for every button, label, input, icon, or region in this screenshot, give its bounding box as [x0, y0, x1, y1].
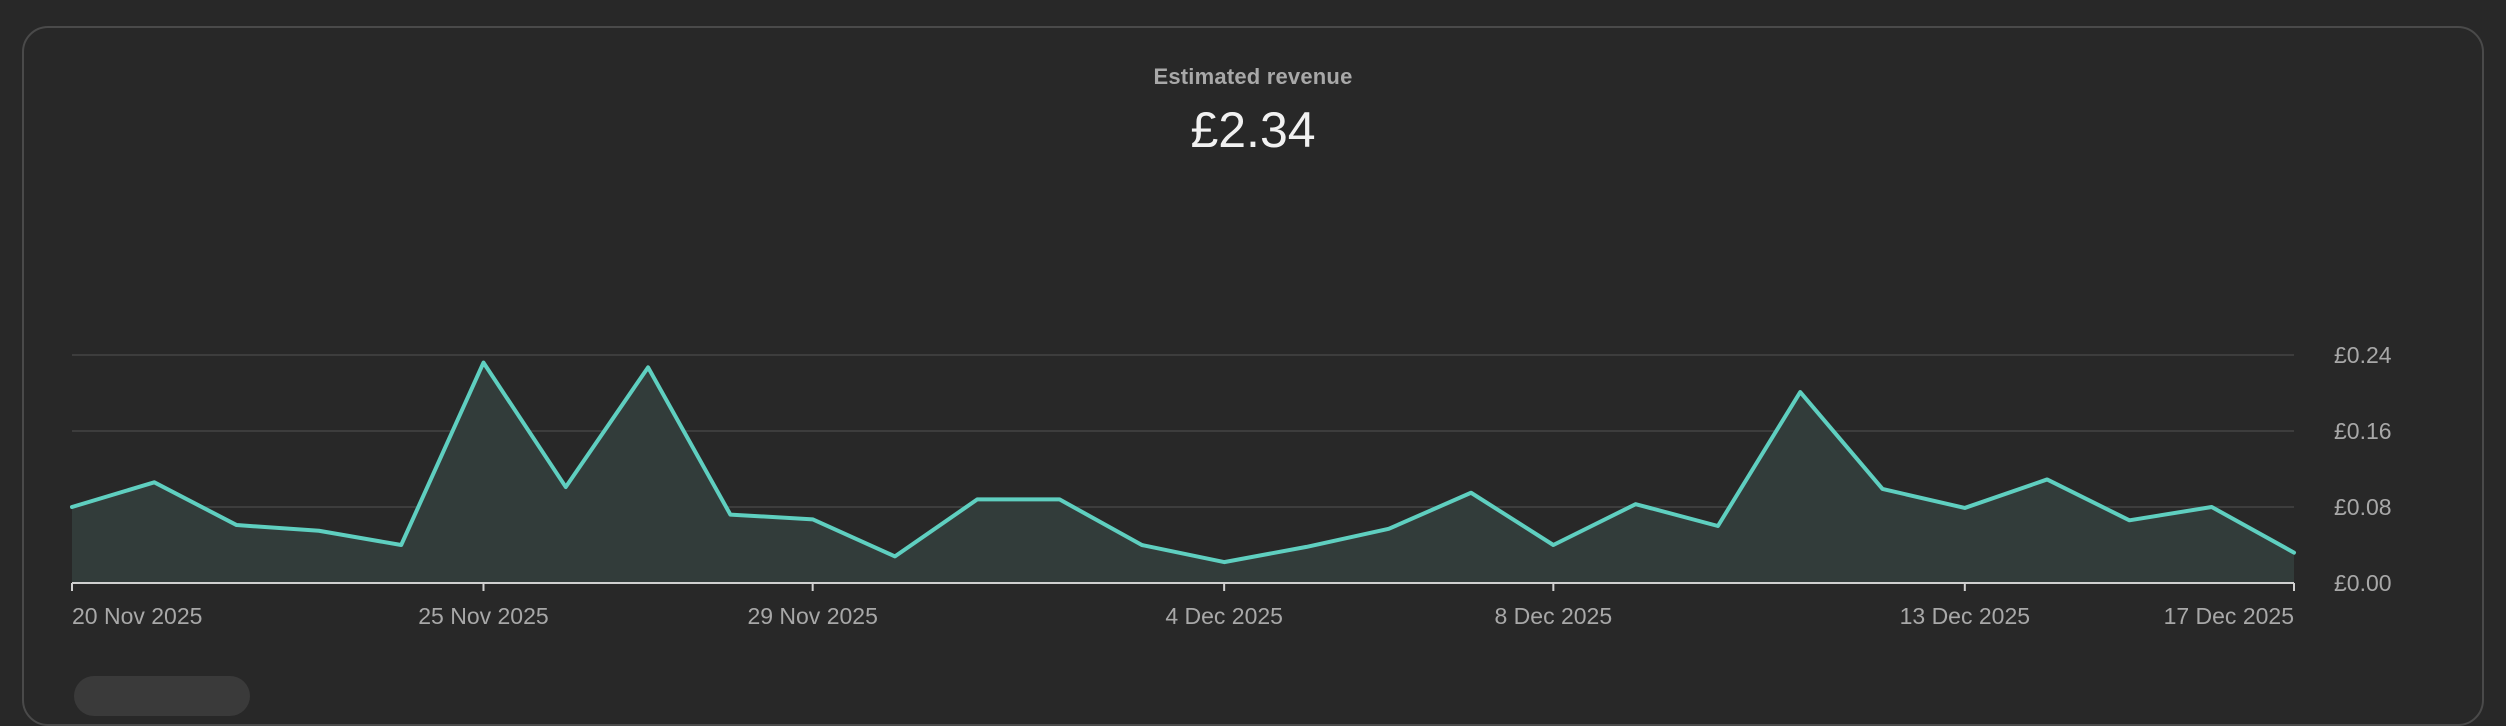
data-point[interactable]	[1797, 389, 1803, 395]
data-point[interactable]	[69, 504, 75, 510]
revenue-line	[70, 360, 2296, 565]
data-point[interactable]	[2044, 476, 2050, 482]
revenue-card	[22, 26, 2484, 726]
data-point[interactable]	[1468, 490, 1474, 496]
data-point[interactable]	[1139, 542, 1145, 548]
chart-toggle-button[interactable]	[74, 676, 250, 716]
data-point[interactable]	[151, 479, 157, 485]
data-point[interactable]	[727, 512, 733, 518]
data-point[interactable]	[1715, 523, 1721, 529]
x-tick-label: 8 Dec 2025	[1495, 603, 1613, 629]
x-tick-label: 20 Nov 2025	[72, 603, 202, 629]
data-point[interactable]	[234, 522, 240, 528]
y-tick-label: £0.08	[2334, 494, 2392, 520]
data-point[interactable]	[480, 360, 486, 366]
data-point[interactable]	[1880, 486, 1886, 492]
x-tick-label: 4 Dec 2025	[1165, 603, 1283, 629]
x-tick-label: 13 Dec 2025	[1900, 603, 2030, 629]
x-tick-label: 29 Nov 2025	[747, 603, 877, 629]
data-point[interactable]	[974, 496, 980, 502]
y-tick-label: £0.24	[2334, 342, 2392, 368]
data-point[interactable]	[892, 553, 898, 559]
metric-value: £2.34	[1190, 102, 1316, 158]
data-point[interactable]	[810, 516, 816, 522]
data-point[interactable]	[563, 484, 569, 490]
data-point[interactable]	[398, 542, 404, 548]
data-point[interactable]	[1303, 544, 1309, 550]
revenue-area	[72, 362, 2294, 583]
data-point[interactable]	[2291, 550, 2297, 556]
x-tick-label: 17 Dec 2025	[2164, 603, 2294, 629]
revenue-line-chart: £0.00 £0.08 £0.16 £0.24 20 Nov 2025 25 Nov 20…	[69, 342, 2392, 629]
data-point[interactable]	[1057, 496, 1063, 502]
data-point[interactable]	[2126, 517, 2132, 523]
data-point[interactable]	[645, 364, 651, 370]
data-point[interactable]	[1386, 526, 1392, 532]
data-point[interactable]	[1550, 542, 1556, 548]
data-point[interactable]	[1962, 505, 1968, 511]
y-tick-label: £0.16	[2334, 418, 2392, 444]
y-tick-label: £0.00	[2334, 570, 2392, 596]
metric-label: Estimated revenue	[1153, 64, 1353, 89]
data-point[interactable]	[1221, 559, 1227, 565]
data-point[interactable]	[316, 528, 322, 534]
x-tick-label: 25 Nov 2025	[418, 603, 548, 629]
data-point[interactable]	[2209, 504, 2215, 510]
data-point[interactable]	[1633, 501, 1639, 507]
